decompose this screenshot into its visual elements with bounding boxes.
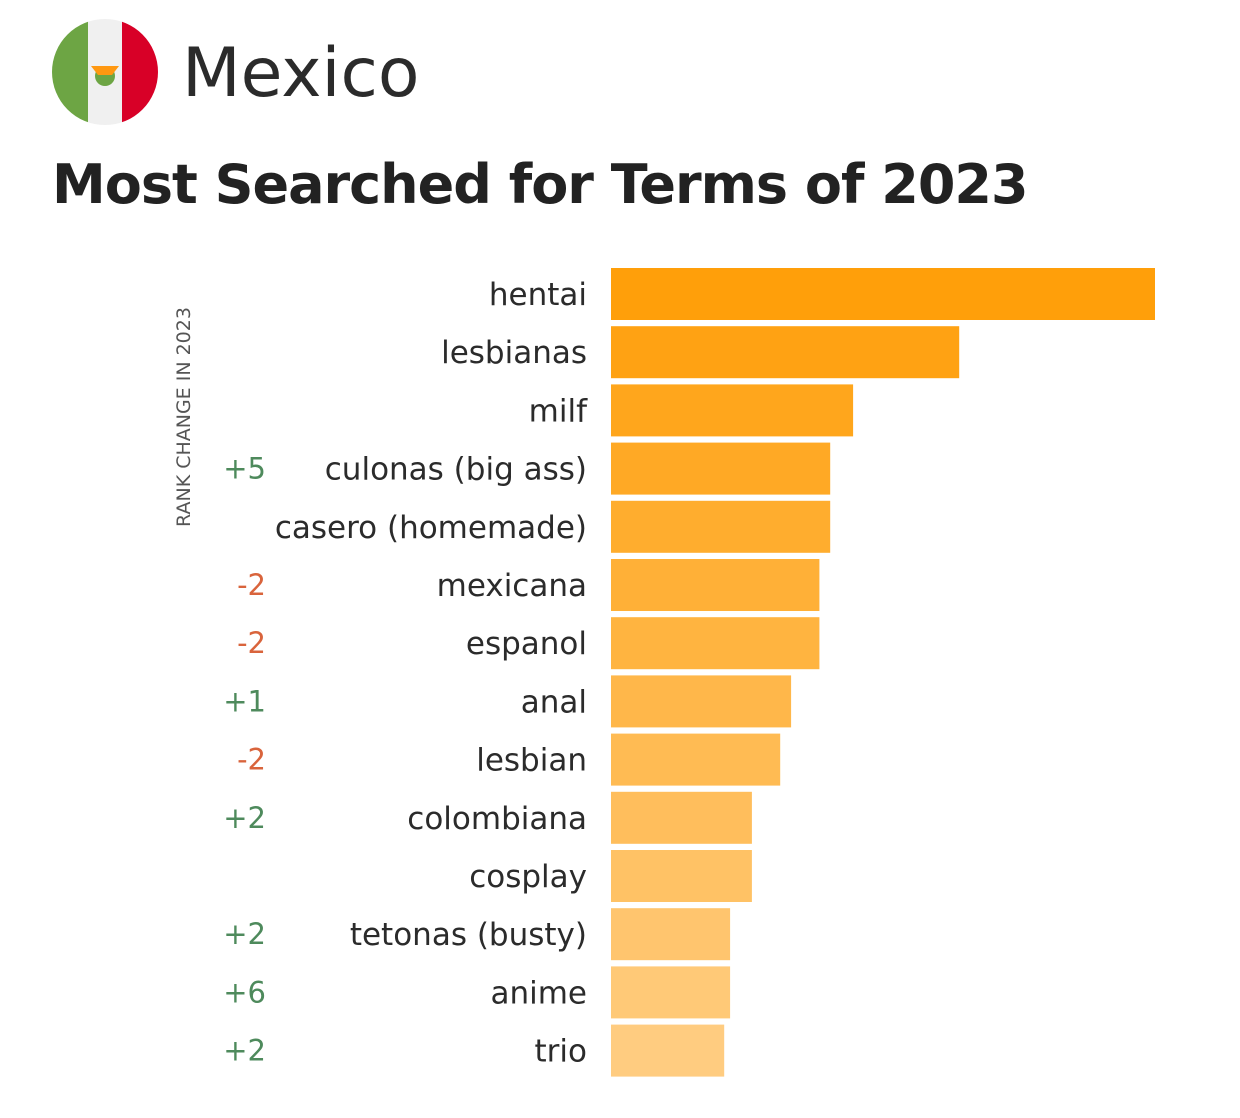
category-label: casero (homemade)	[275, 510, 587, 546]
rank-change-label: +2	[223, 1034, 266, 1068]
bar	[611, 617, 820, 670]
category-label: tetonas (busty)	[350, 917, 587, 953]
rank-change-label: +2	[223, 801, 266, 835]
bar	[611, 326, 960, 379]
bar	[611, 850, 752, 902]
mexico-flag-icon	[52, 19, 158, 125]
rank-change-label: +6	[223, 975, 266, 1009]
category-label: lesbianas	[441, 335, 587, 371]
category-label: milf	[529, 393, 588, 429]
category-label: culonas (big ass)	[325, 452, 587, 488]
rank-change-label: -2	[237, 743, 266, 777]
bar	[611, 966, 731, 1019]
category-label: espanol	[466, 626, 587, 662]
bar	[611, 559, 820, 611]
category-label: colombiana	[407, 801, 587, 837]
rank-change-label: -2	[237, 568, 266, 602]
rank-change-label: +2	[223, 917, 266, 951]
bar	[611, 675, 792, 728]
category-label: anime	[490, 975, 587, 1011]
category-label: cosplay	[469, 859, 587, 895]
country-name: Mexico	[182, 34, 420, 113]
category-label: anal	[521, 684, 587, 720]
page-title: Most Searched for Terms of 2023	[52, 153, 1029, 216]
rank-change-label: +5	[223, 452, 266, 486]
category-label: lesbian	[476, 743, 587, 779]
category-label: mexicana	[437, 568, 587, 604]
bar	[611, 1024, 725, 1077]
category-label: hentai	[489, 277, 587, 313]
bar	[611, 908, 731, 961]
rank-change-label: +1	[223, 684, 266, 718]
bar	[611, 500, 831, 553]
bar	[611, 733, 781, 786]
bar	[611, 442, 831, 495]
bar	[611, 791, 752, 844]
bar	[611, 384, 854, 437]
category-label: trio	[535, 1034, 587, 1070]
bar	[611, 268, 1155, 320]
rank-change-label: -2	[237, 626, 266, 660]
